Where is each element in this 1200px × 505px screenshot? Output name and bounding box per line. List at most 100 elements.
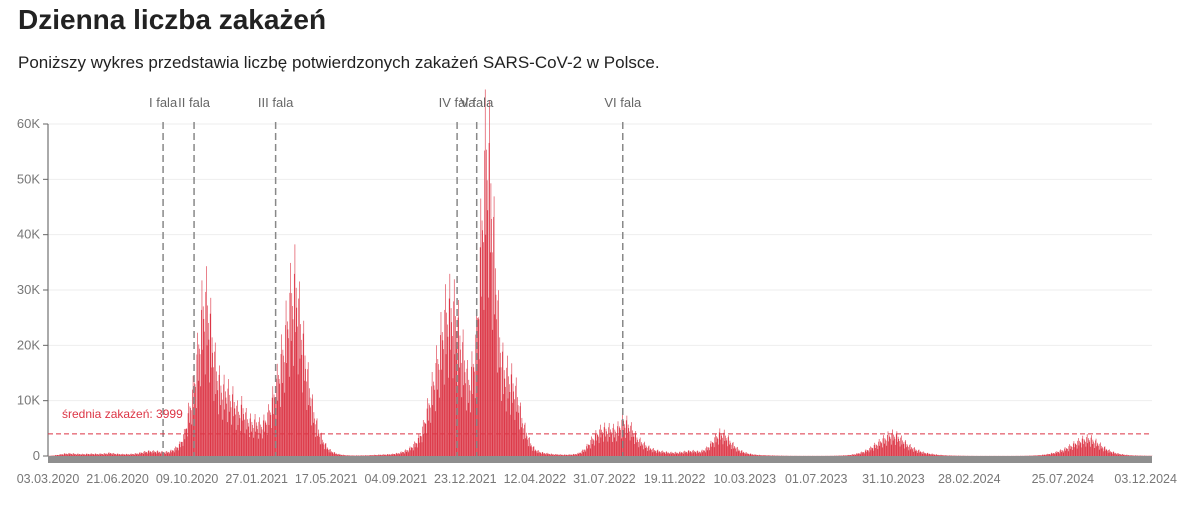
bar (936, 454, 937, 456)
bar (127, 454, 128, 456)
average-label: średnia zakażeń: 3999 (62, 407, 183, 421)
bar (290, 340, 292, 456)
bar (235, 429, 237, 456)
bar (1087, 443, 1089, 456)
bar (91, 453, 92, 456)
bar (219, 365, 220, 456)
bar (70, 453, 71, 456)
bar (243, 414, 244, 456)
bar (925, 453, 927, 456)
bar (769, 455, 771, 456)
bar (620, 438, 622, 456)
bar (73, 453, 74, 456)
x-tick-label: 28.02.2024 (938, 472, 1001, 486)
bar (498, 290, 499, 456)
bar (914, 451, 916, 456)
bar (259, 417, 260, 456)
bar (1055, 452, 1056, 456)
bar (391, 453, 392, 456)
bar (392, 454, 394, 456)
bar (640, 445, 642, 456)
bar (745, 452, 747, 456)
bar (111, 453, 112, 456)
bar (650, 449, 652, 456)
bar (222, 419, 224, 456)
bar (1094, 447, 1096, 456)
bar (412, 450, 414, 456)
bar (273, 394, 275, 456)
bar (459, 335, 461, 456)
bar (402, 452, 404, 456)
bar (757, 455, 759, 456)
bar (855, 454, 857, 456)
bar (223, 374, 225, 456)
bar (188, 402, 189, 456)
bar (1047, 454, 1049, 456)
bar (515, 377, 517, 456)
bar (877, 449, 879, 456)
bar (376, 454, 377, 456)
bar (887, 431, 889, 456)
bar (347, 455, 348, 456)
bar (324, 449, 325, 456)
bar (404, 450, 406, 456)
wave-label: IV fala (439, 95, 477, 110)
bar (767, 455, 769, 456)
bar (158, 451, 160, 456)
bar (577, 453, 578, 456)
bar (300, 339, 302, 456)
bar (628, 428, 630, 456)
bar (560, 454, 561, 456)
bar (79, 454, 81, 456)
bar (596, 433, 598, 456)
bar (237, 425, 239, 456)
bar (924, 452, 925, 456)
bar (233, 416, 234, 456)
bar (304, 355, 306, 456)
y-tick-label: 20K (17, 337, 40, 352)
bar (1081, 447, 1082, 456)
bar (765, 455, 767, 456)
bar (206, 266, 207, 456)
bar (103, 453, 105, 456)
bar (844, 455, 846, 456)
bar (133, 454, 135, 456)
bar (403, 452, 404, 456)
bar (438, 364, 439, 456)
bar (634, 444, 635, 456)
bar (106, 453, 107, 456)
bar (302, 392, 303, 456)
bar (1126, 454, 1127, 456)
bar (280, 406, 281, 456)
bar (760, 455, 762, 456)
bar (398, 453, 399, 456)
bar (644, 441, 645, 456)
bar (531, 445, 532, 456)
bar (74, 453, 76, 456)
bar (1040, 455, 1041, 456)
bar (291, 293, 293, 456)
bar (104, 454, 106, 456)
bar (450, 308, 452, 456)
bar (706, 450, 708, 456)
bar (531, 447, 533, 456)
bar (257, 438, 259, 456)
bar (504, 378, 506, 456)
bar (533, 446, 535, 456)
bar (603, 441, 604, 456)
bar (763, 455, 765, 456)
bar (436, 345, 437, 456)
bar (708, 447, 710, 456)
bar (67, 454, 69, 456)
bar (457, 317, 459, 456)
bar (731, 449, 733, 456)
bar (602, 434, 604, 456)
bar (246, 429, 248, 456)
bar (750, 453, 752, 456)
bar (943, 455, 944, 456)
bar (1083, 444, 1084, 456)
bar (597, 435, 599, 456)
bar (1053, 453, 1055, 456)
bar (665, 451, 667, 456)
bar (88, 454, 90, 456)
